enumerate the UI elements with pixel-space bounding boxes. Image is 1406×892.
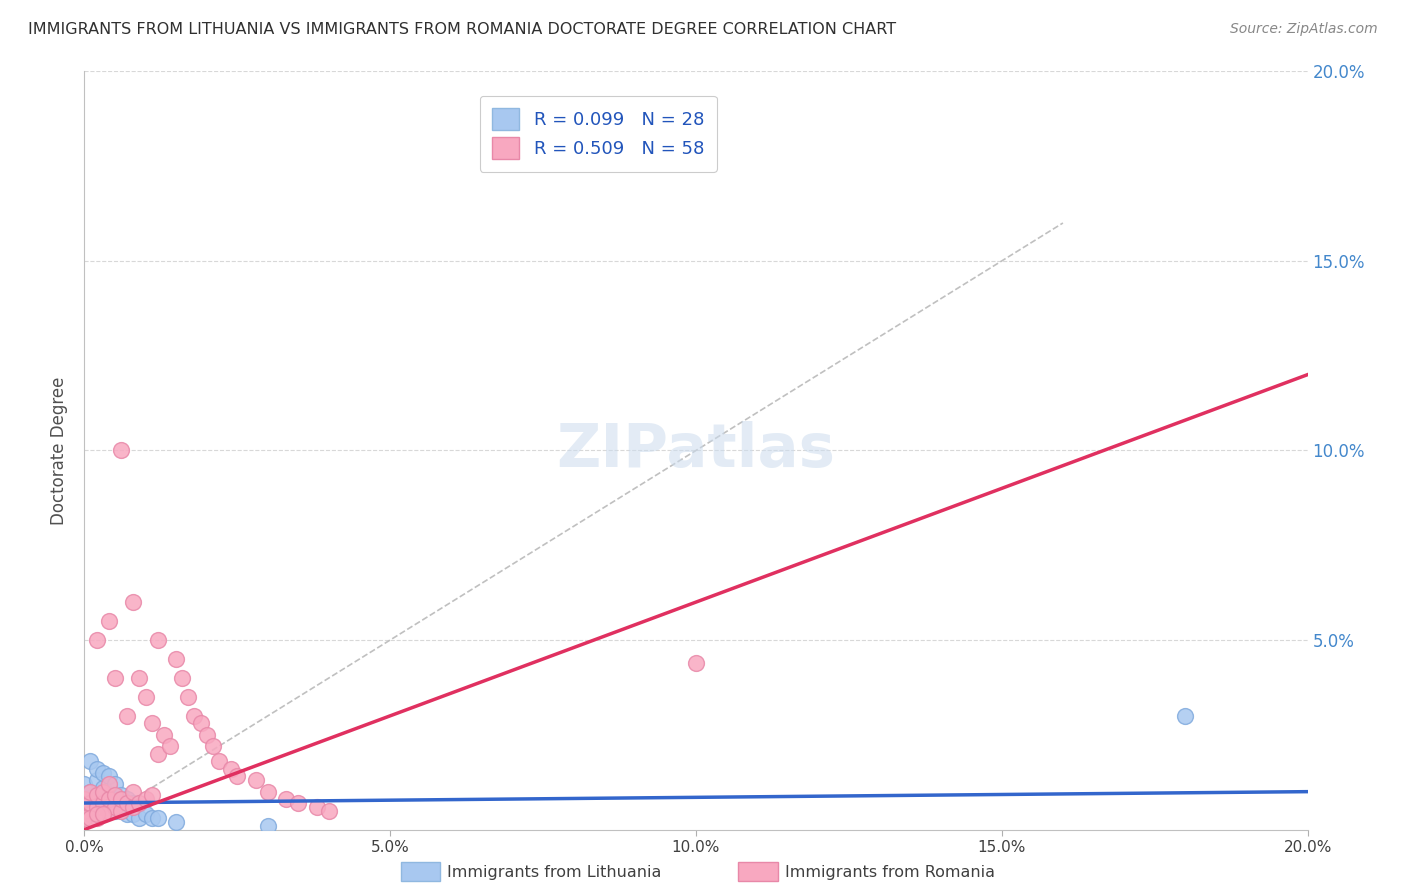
Point (122, 807, 145, 822)
Point (141, 789, 163, 803)
Point (110, 443, 132, 458)
Point (318, 804, 340, 818)
Point (73, 777, 96, 791)
Point (128, 811, 150, 825)
Point (73, 811, 96, 825)
Point (104, 777, 127, 791)
Point (122, 785, 145, 799)
Point (91, 780, 114, 795)
Point (86, 811, 108, 825)
Point (153, 728, 176, 742)
Point (135, 690, 157, 704)
Point (104, 804, 127, 818)
Point (79, 796, 101, 810)
Point (146, 747, 169, 761)
Point (122, 796, 145, 810)
Point (165, 815, 187, 830)
Point (97, 804, 120, 818)
Point (91, 796, 114, 810)
Point (226, 769, 249, 784)
Legend: R = 0.099   N = 28, R = 0.509   N = 58: R = 0.099 N = 28, R = 0.509 N = 58 (479, 95, 717, 172)
Text: Source: ZipAtlas.com: Source: ZipAtlas.com (1230, 22, 1378, 37)
Point (146, 633, 169, 648)
Point (86, 800, 108, 814)
Point (245, 773, 267, 788)
Point (257, 785, 280, 799)
Point (86, 762, 108, 776)
Point (73, 792, 96, 806)
Point (122, 800, 145, 814)
Point (159, 739, 181, 753)
Point (79, 785, 101, 799)
Point (190, 716, 212, 731)
Point (141, 716, 163, 731)
Point (115, 796, 138, 810)
Point (115, 807, 138, 822)
Point (128, 671, 150, 685)
Point (135, 792, 157, 806)
Point (79, 785, 101, 799)
Point (201, 739, 224, 753)
Text: ZIPatlas: ZIPatlas (557, 421, 835, 480)
Point (110, 789, 132, 803)
Point (219, 762, 242, 776)
Point (86, 633, 108, 648)
Point (110, 792, 132, 806)
Point (79, 807, 101, 822)
Point (86, 773, 108, 788)
Point (91, 765, 114, 780)
Point (146, 811, 169, 825)
Point (208, 755, 231, 769)
Point (104, 671, 127, 685)
Point (685, 656, 707, 670)
Point (91, 807, 114, 822)
Point (91, 796, 114, 810)
Point (73, 804, 96, 818)
Point (97, 614, 120, 628)
Point (86, 792, 108, 806)
Point (97, 800, 120, 814)
Point (115, 708, 138, 723)
Point (79, 755, 101, 769)
Point (257, 819, 280, 833)
Point (1174, 708, 1197, 723)
Point (97, 769, 120, 784)
Point (79, 811, 101, 825)
Y-axis label: Doctorate Degree: Doctorate Degree (51, 376, 69, 524)
Point (97, 792, 120, 806)
Point (135, 807, 157, 822)
Point (86, 789, 108, 803)
Point (165, 652, 187, 666)
Point (141, 811, 163, 825)
Text: Immigrants from Lithuania: Immigrants from Lithuania (447, 865, 661, 880)
Text: Immigrants from Romania: Immigrants from Romania (785, 865, 994, 880)
Point (104, 789, 127, 803)
Point (91, 807, 114, 822)
Point (195, 728, 218, 742)
Point (287, 796, 309, 810)
Point (128, 796, 150, 810)
Point (97, 777, 120, 791)
Point (172, 671, 194, 685)
Point (276, 792, 298, 806)
Point (110, 804, 132, 818)
Point (91, 785, 114, 799)
Point (122, 595, 145, 609)
Point (115, 792, 138, 806)
Point (110, 804, 132, 818)
Point (183, 708, 205, 723)
Point (104, 800, 127, 814)
Text: IMMIGRANTS FROM LITHUANIA VS IMMIGRANTS FROM ROMANIA DOCTORATE DEGREE CORRELATIO: IMMIGRANTS FROM LITHUANIA VS IMMIGRANTS … (28, 22, 896, 37)
Point (305, 800, 328, 814)
Point (86, 807, 108, 822)
Point (97, 789, 120, 803)
Point (177, 690, 200, 704)
Point (104, 792, 127, 806)
